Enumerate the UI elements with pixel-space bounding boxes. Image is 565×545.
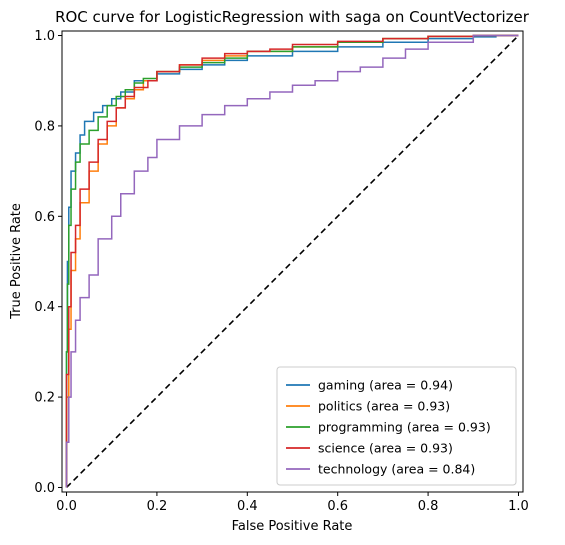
y-tick-label: 0.4 (34, 300, 55, 315)
x-tick-label: 1.0 (508, 499, 529, 514)
legend: gaming (area = 0.94) politics (area = 0.9… (276, 366, 517, 486)
x-tick-label: 0.6 (327, 499, 348, 514)
y-tick-label: 0.0 (34, 481, 55, 496)
y-axis-label: True Positive Rate (9, 203, 24, 320)
y-tick-label: 0.8 (34, 119, 55, 134)
series-line-science (65, 34, 519, 488)
y-tick-label: 0.2 (34, 391, 55, 406)
series-line-programming (65, 34, 519, 488)
x-axis: 0.0 0.2 0.4 0.6 0.8 1.0 (56, 492, 529, 514)
chance-line (65, 34, 520, 489)
series-line-technology (65, 34, 519, 488)
legend-box (276, 366, 517, 486)
chart-title: ROC curve for LogisticRegression with sa… (55, 8, 530, 26)
y-axis: 0.0 0.2 0.4 0.6 0.8 1.0 (34, 29, 62, 496)
x-tick-label: 0.4 (237, 499, 258, 514)
y-tick-label: 0.6 (34, 210, 55, 225)
series-line-gaming (65, 34, 519, 488)
legend-label-technology: technology (area = 0.84) (318, 462, 475, 477)
legend-label-gaming: gaming (area = 0.94) (318, 378, 453, 393)
y-tick-label: 1.0 (34, 29, 55, 44)
legend-label-science: science (area = 0.93) (318, 441, 453, 456)
legend-label-politics: politics (area = 0.93) (318, 399, 450, 414)
legend-label-programming: programming (area = 0.93) (318, 420, 491, 435)
x-tick-label: 0.8 (418, 499, 439, 514)
x-tick-label: 0.0 (56, 499, 77, 514)
x-tick-label: 0.2 (147, 499, 168, 514)
plot-frame (61, 30, 524, 493)
x-axis-label: False Positive Rate (232, 519, 353, 534)
